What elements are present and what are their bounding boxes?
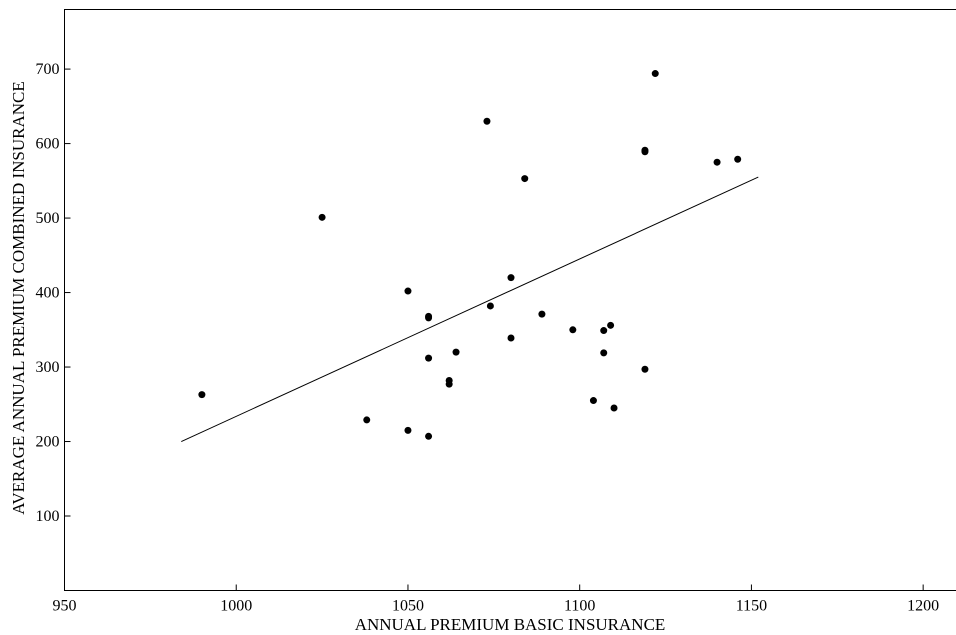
data-point	[521, 175, 529, 183]
data-point	[404, 426, 412, 434]
x-tick-label: 1000	[220, 598, 252, 615]
y-tick-label: 400	[36, 285, 60, 302]
x-ticks: 950 1000 1050 1100 1150 1200	[53, 584, 939, 615]
data-point	[538, 310, 546, 318]
data-point	[589, 397, 597, 405]
axes	[64, 9, 956, 591]
y-tick-label: 600	[36, 136, 60, 153]
data-point	[363, 416, 371, 424]
data-point	[198, 391, 206, 399]
y-tick-label: 500	[36, 210, 60, 227]
data-point	[641, 365, 649, 373]
regression-line	[181, 176, 759, 442]
data-point	[425, 354, 433, 362]
data-point	[607, 321, 615, 329]
data-point	[600, 327, 608, 335]
data-point	[641, 148, 649, 156]
plot-frame	[64, 9, 956, 591]
x-tick-label: 950	[53, 598, 77, 615]
data-point	[734, 155, 742, 163]
data-point	[569, 326, 577, 334]
x-tick-label: 1100	[564, 598, 595, 615]
data-point	[610, 404, 618, 412]
fit-line-group	[181, 176, 759, 442]
data-point	[507, 334, 515, 342]
x-tick-label: 1150	[736, 598, 767, 615]
x-tick-label: 1200	[907, 598, 939, 615]
data-point	[486, 302, 494, 310]
y-tick-label: 700	[36, 61, 60, 78]
data-point	[445, 380, 453, 388]
data-points	[198, 70, 742, 440]
x-tick-label: 1050	[392, 598, 424, 615]
y-axis-title: AVERAGE ANNUAL PREMIUM COMBINED INSURANC…	[9, 81, 28, 515]
data-point	[318, 213, 326, 221]
y-tick-label: 100	[36, 508, 60, 525]
data-point	[483, 117, 491, 125]
y-tick-label: 300	[36, 359, 60, 376]
data-point	[404, 287, 412, 295]
data-point	[507, 274, 515, 282]
data-point	[425, 432, 433, 440]
y-ticks: 100 200 300 400 500 600 700	[36, 61, 71, 525]
x-axis-title: ANNUAL PREMIUM BASIC INSURANCE	[355, 615, 666, 634]
y-tick-label: 200	[36, 434, 60, 451]
data-point	[651, 70, 659, 78]
data-point	[425, 314, 433, 322]
data-point	[452, 348, 460, 356]
data-point	[713, 158, 721, 166]
data-point	[600, 349, 608, 357]
